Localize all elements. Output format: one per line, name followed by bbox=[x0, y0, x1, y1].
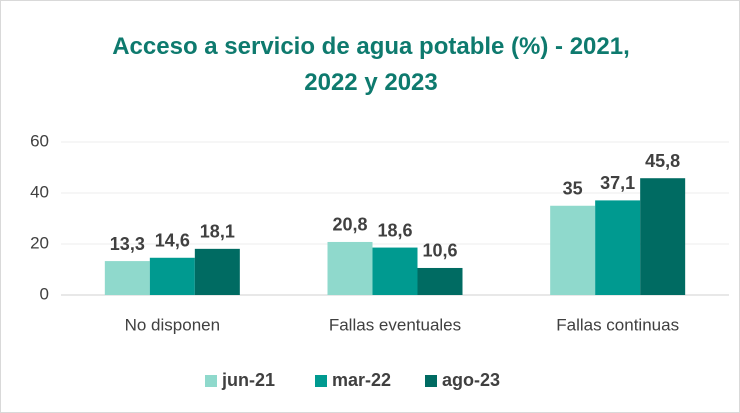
value-label: 37,1 bbox=[600, 173, 635, 193]
legend-swatch bbox=[315, 375, 327, 387]
value-label: 20,8 bbox=[332, 215, 367, 235]
bar bbox=[194, 248, 240, 295]
value-label: 10,6 bbox=[422, 241, 457, 261]
legend-label: jun-21 bbox=[221, 370, 275, 390]
value-label: 45,8 bbox=[645, 151, 680, 171]
y-tick-label: 20 bbox=[30, 233, 49, 252]
x-tick-label: Fallas eventuales bbox=[329, 315, 461, 334]
x-tick-label: No disponen bbox=[125, 315, 220, 334]
legend-swatch bbox=[205, 375, 217, 387]
bar bbox=[327, 241, 373, 295]
y-tick-label: 60 bbox=[30, 131, 49, 150]
bar bbox=[550, 205, 596, 295]
x-tick-label: Fallas continuas bbox=[556, 315, 679, 334]
bar bbox=[104, 261, 150, 295]
y-tick-label: 0 bbox=[40, 284, 49, 303]
bar bbox=[640, 178, 686, 295]
value-label: 13,3 bbox=[110, 234, 145, 254]
legend-swatch bbox=[425, 375, 437, 387]
y-tick-label: 40 bbox=[30, 182, 49, 201]
value-label: 18,6 bbox=[377, 220, 412, 240]
bar bbox=[595, 200, 641, 295]
value-label: 18,1 bbox=[200, 222, 235, 242]
value-label: 14,6 bbox=[155, 231, 190, 251]
bar bbox=[372, 247, 418, 295]
legend-label: mar-22 bbox=[332, 370, 391, 390]
chart-title: Acceso a servicio de agua potable (%) - … bbox=[112, 33, 630, 96]
bar bbox=[149, 257, 195, 295]
legend-label: ago-23 bbox=[442, 370, 500, 390]
bar bbox=[417, 267, 463, 295]
value-label: 35 bbox=[563, 179, 583, 199]
